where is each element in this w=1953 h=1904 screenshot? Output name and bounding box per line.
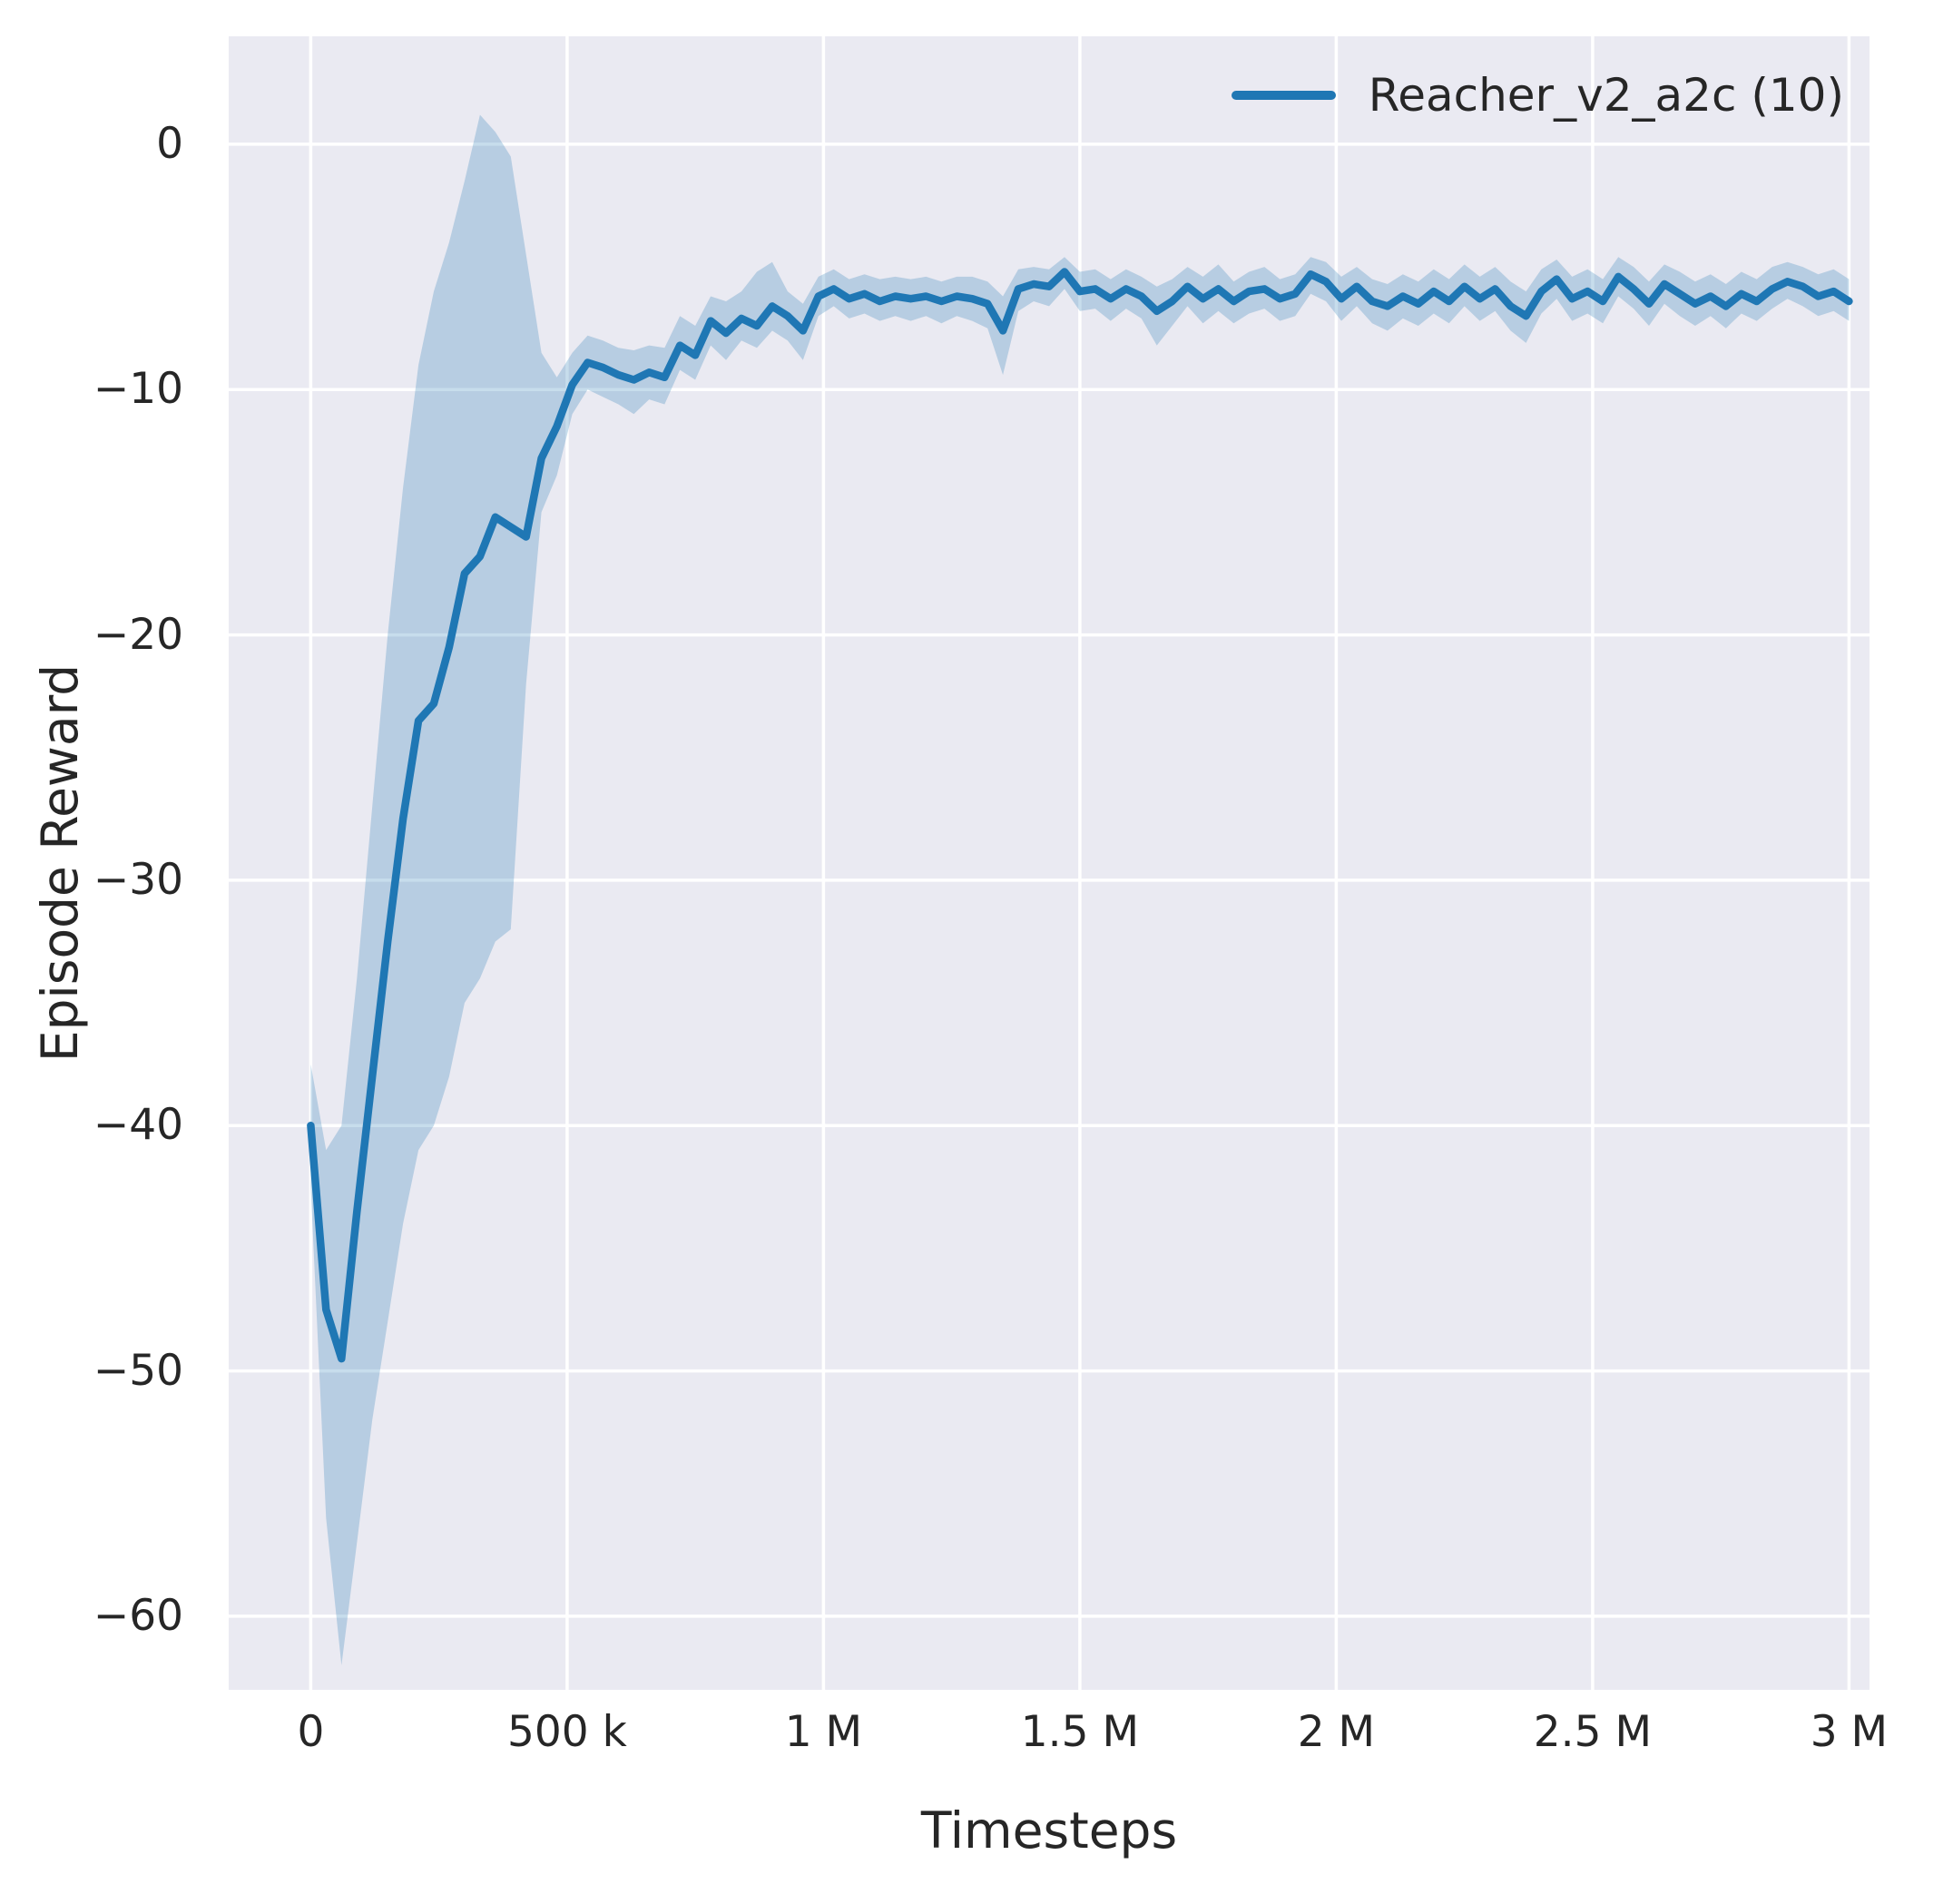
x-tick-label: 500 k <box>506 1707 627 1757</box>
x-tick-label: 1 M <box>784 1707 863 1757</box>
x-tick-label: 3 M <box>1810 1707 1889 1757</box>
y-tick-labels: 0 −10 −20 −30 −40 −50 −60 <box>0 36 207 1690</box>
y-tick-label: −10 <box>93 364 183 415</box>
legend-label: Reacher_v2_a2c (10) <box>1368 69 1844 122</box>
mean-line <box>307 268 1853 1363</box>
legend: Reacher_v2_a2c (10) <box>1231 69 1844 122</box>
x-tick-label: 0 <box>297 1707 325 1757</box>
y-tick-label: −30 <box>93 854 183 905</box>
legend-line-swatch <box>1231 91 1336 100</box>
x-tick-label: 2 M <box>1297 1707 1376 1757</box>
y-tick-label: −60 <box>93 1590 183 1641</box>
y-tick-label: −50 <box>93 1345 183 1396</box>
x-axis-label: Timesteps <box>920 1801 1178 1860</box>
x-tick-label: 2.5 M <box>1533 1707 1653 1757</box>
y-tick-label: 0 <box>156 118 183 169</box>
confidence-band <box>310 114 1850 1665</box>
plot-area: Reacher_v2_a2c (10) <box>229 36 1870 1690</box>
plot-svg <box>229 36 1870 1690</box>
y-tick-label: −40 <box>93 1100 183 1151</box>
y-tick-label: −20 <box>93 609 183 660</box>
x-tick-label: 1.5 M <box>1020 1707 1140 1757</box>
x-tick-labels: 0 500 k 1 M 1.5 M 2 M 2.5 M 3 M <box>229 1706 1888 1770</box>
gridlines <box>229 36 1870 1690</box>
